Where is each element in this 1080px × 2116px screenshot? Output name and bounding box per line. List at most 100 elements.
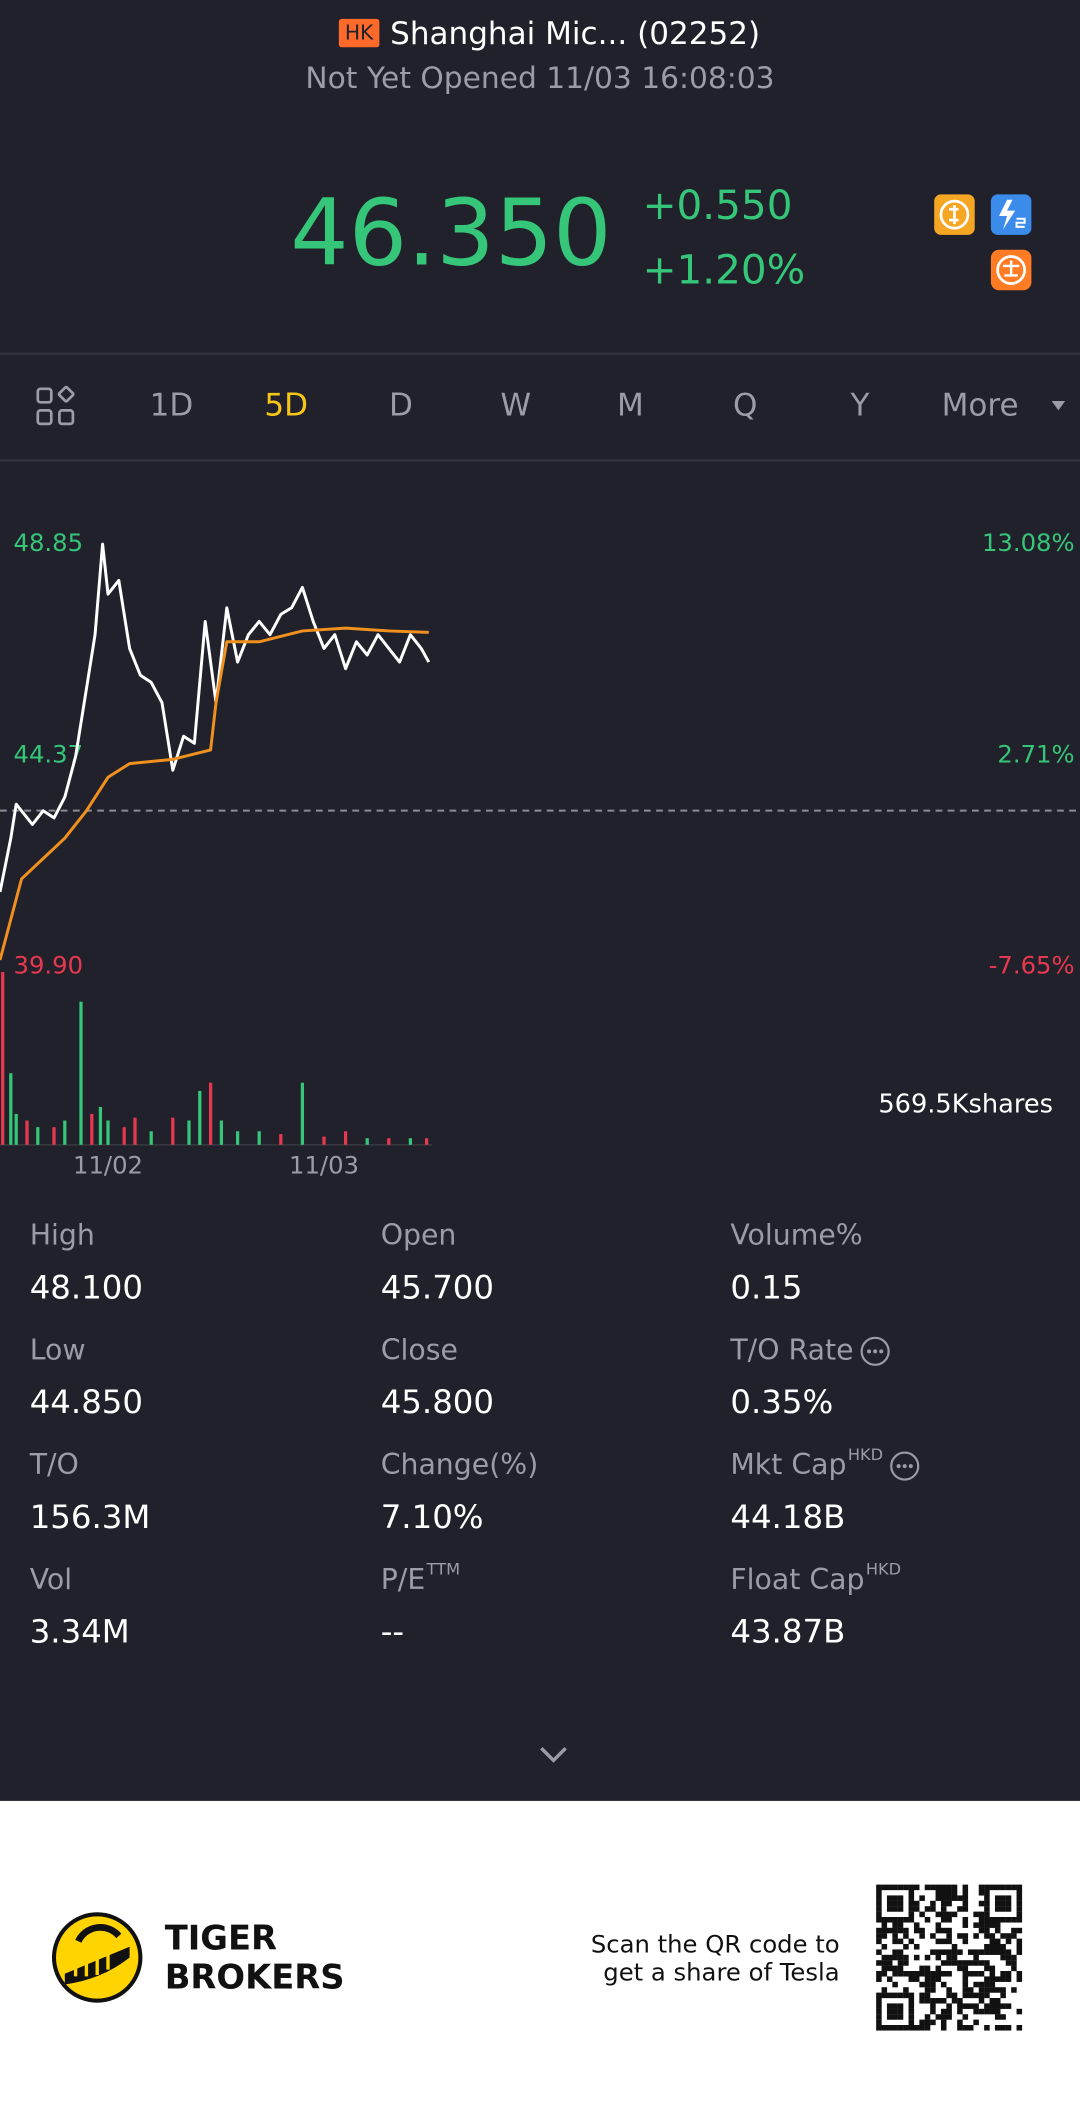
qr-cell [994,1944,1001,1950]
qr-cell [1000,1900,1006,1907]
qr-cell [913,1884,920,1891]
qr-cell [1016,1917,1023,1923]
tab[interactable]: D [389,387,413,423]
qr-cell [946,1917,952,1923]
qr-cell [886,1927,893,1934]
qr-cell [897,1906,904,1912]
qr-cell [935,1890,942,1896]
qr-cell [946,1992,952,1999]
qr-cell [892,1965,898,1972]
qr-cell [946,1971,952,1977]
stock-name: Shanghai Mic... (02252) [390,16,760,52]
stat-label: Vol [30,1563,72,1596]
qr-cell [984,1987,990,1993]
layout-icon[interactable] [36,385,75,426]
qr-cell [946,1911,952,1918]
volume-label: 569.5Kshares [878,1090,1053,1120]
qr-cell [886,1976,893,1982]
qr-cell [886,2003,893,2009]
qr-cell [1016,2025,1023,2031]
qr-cell [930,1900,936,1907]
qr-cell [962,1922,969,1928]
info-icon[interactable] [890,1451,920,1481]
qr-cell [1000,1949,1006,1955]
stat-value: 0.35% [730,1383,833,1421]
stat-value: -- [381,1613,404,1651]
volume-bar [106,1120,110,1145]
qr-cell [984,1992,990,1999]
tab[interactable]: Y [849,387,870,423]
more-arrow[interactable] [1051,400,1066,411]
short-icon[interactable] [990,249,1032,291]
tab[interactable]: M [617,387,644,423]
qr-cell [994,2003,1001,2009]
qr-cell [919,2025,925,2031]
qr-cell [1011,1954,1017,1961]
qr-cell [908,2025,915,2031]
y-tick-label: 44.37 [14,740,84,769]
qr-cell [962,1992,969,1999]
qr-cell [930,1971,936,1977]
qr-cell [1011,1927,1017,1934]
qr-cell [940,1981,947,1988]
qr-cell [1005,1933,1012,1939]
qr-cell [935,2014,942,2020]
qr-cell [1000,1895,1006,1901]
price-change-percent: +1.20% [643,246,806,294]
qr-cell [1005,1971,1012,1977]
tab[interactable]: Q [733,387,757,423]
qr-cell [876,1949,882,1955]
qr-cell [930,1998,936,2004]
qr-cell [989,1976,996,1982]
expand-chevron[interactable] [540,1747,567,1763]
tab[interactable]: 5D [264,387,308,423]
qr-cell [973,1933,979,1939]
dividend-icon[interactable] [934,194,975,235]
info-icon[interactable] [860,1336,890,1366]
qr-cell [1005,1906,1012,1912]
stat-label: Volume% [730,1219,862,1252]
qr-cell [876,1911,882,1918]
qr-cell [973,1922,979,1928]
qr-cell [962,1965,969,1972]
tab[interactable]: More [942,387,1019,423]
qr-cell [1000,1884,1006,1891]
qr-cell [957,1960,963,1966]
qr-cell [951,1954,958,1961]
info-dot [873,1349,878,1354]
stat-label: Change(%) [381,1448,539,1481]
qr-cell [1000,2014,1006,2020]
qr-cell [973,1971,979,1977]
qr-cell [935,1971,942,1977]
qr-cell [973,2019,979,2026]
qr-cell [940,1998,947,2004]
qr-cell [897,1949,904,1955]
qr-cell [892,1992,898,1999]
volume-bar [322,1136,326,1145]
qr-cell [886,2025,893,2031]
stat-label: Mkt Cap [730,1448,846,1481]
tab[interactable]: W [500,387,531,423]
qr-cell [989,1884,996,1891]
qr-cell [946,1927,952,1934]
qr-cell [876,1927,882,1934]
qr-cell [951,1884,958,1891]
qr-cell [892,1895,898,1901]
qr-cell [903,1927,909,1934]
lightning-icon[interactable] [990,194,1032,235]
tab[interactable]: 1D [150,387,194,423]
qr-cell [903,1884,909,1891]
qr-cell [881,1884,888,1891]
qr-cell [1000,2025,1006,2031]
qr-cell [1000,1933,1006,1939]
x-tick-label: 11/03 [289,1150,359,1179]
market-status: Not Yet Opened 11/03 16:08:03 [305,61,774,96]
qr-cell [989,1922,996,1928]
qr-cell [946,1960,952,1966]
qr-cell [930,1949,936,1955]
qr-cell [903,1971,909,1977]
qr-cell [876,2014,882,2020]
qr-cell [946,2014,952,2020]
volume-bar [133,1117,137,1145]
qr-cell [908,1911,915,1918]
